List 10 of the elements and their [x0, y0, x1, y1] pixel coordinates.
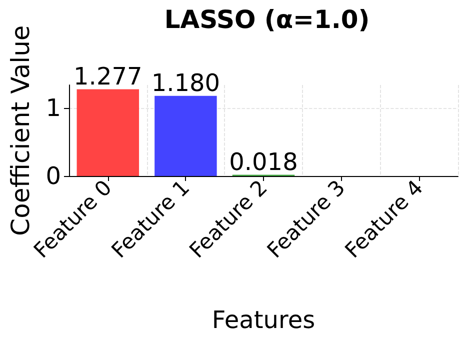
y-axis-title: Coefficient Value [6, 25, 35, 236]
y-tick-label: 0 [46, 162, 61, 190]
data-label: 1.180 [151, 68, 220, 97]
data-label: 1.277 [74, 62, 142, 90]
chart-title: LASSO (α=1.0) [164, 5, 370, 34]
y-tick-label: 1 [46, 94, 61, 122]
x-axis-title: Features [212, 306, 316, 334]
data-label: 0.018 [229, 148, 298, 176]
bar [76, 89, 140, 176]
bar [154, 96, 217, 176]
